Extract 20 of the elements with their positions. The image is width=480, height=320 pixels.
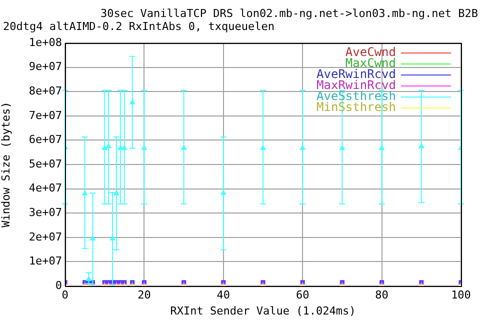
y-tick-label: 8e+07 (28, 84, 62, 98)
y-tick-label: 6e+07 (28, 133, 62, 146)
y-tick-label: 1e+07 (28, 254, 62, 268)
x-tick-label: 60 (296, 288, 310, 302)
y-tick-label: 2e+07 (28, 230, 62, 244)
x-tick-label: 100 (451, 288, 471, 302)
y-tick-label: 5e+07 (28, 157, 62, 170)
chart-title: 30sec VanillaTCP DRS lon02.mb-ng.net->lon03.mb-ng.net B2B (100, 6, 478, 20)
y-tick-label: 1e+08 (28, 36, 62, 49)
x-tick-label: 20 (138, 288, 151, 302)
y-tick-label: 3e+07 (28, 206, 62, 219)
y-axis-title: Window Size (bytes) (0, 102, 12, 228)
x-tick-label: 40 (216, 288, 230, 302)
y-tick-label: 0 (55, 278, 62, 292)
x-tick-label: 80 (375, 288, 388, 302)
y-tick-label: 9e+07 (28, 60, 62, 74)
y-tick-label: 4e+07 (28, 182, 62, 195)
chart-subtitle: 20dtg4 altAIMD-0.2 RxIntAbs 0, txqueuelen (3, 20, 275, 33)
y-tick-label: 7e+07 (28, 108, 62, 122)
x-axis-title: RXInt Sender Value (1.024ms) (170, 304, 356, 318)
